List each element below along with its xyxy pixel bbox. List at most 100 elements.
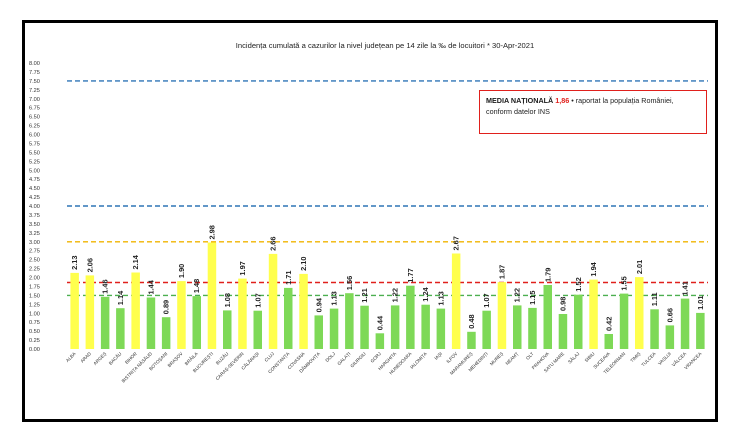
y-tick-label: 5.75 (29, 141, 40, 147)
value-label-11: 1.97 (238, 261, 247, 275)
y-tick-label: 0.75 (29, 320, 40, 326)
value-label-28: 1.87 (498, 265, 507, 279)
x-tick-label-28: MUREȘ (489, 351, 504, 366)
bar-3 (116, 308, 125, 349)
y-tick-label: 5.00 (29, 168, 40, 174)
value-label-16: 0.94 (314, 297, 323, 312)
y-tick-label: 1.25 (29, 302, 40, 308)
value-label-3: 1.14 (116, 290, 125, 305)
x-tick-label-24: IAȘI (433, 351, 443, 361)
bar-15 (299, 273, 308, 349)
bar-32 (558, 314, 568, 349)
value-label-1: 2.06 (85, 258, 94, 272)
bar-33 (574, 294, 583, 349)
bar-19 (360, 305, 369, 349)
x-tick-label-23: IALOMIȚA (409, 351, 428, 370)
x-tick-label-29: NEAMȚ (505, 351, 520, 366)
bar-0 (70, 272, 79, 349)
value-label-38: 1.11 (650, 292, 659, 306)
bar-38 (650, 309, 659, 349)
bar-26 (467, 331, 476, 349)
y-tick-label: 1.00 (29, 311, 40, 317)
y-tick-label: 4.75 (29, 177, 40, 183)
value-label-33: 1.52 (574, 277, 583, 291)
y-tick-label: 1.50 (29, 293, 40, 299)
value-label-15: 2.10 (299, 257, 308, 271)
y-tick-label: 0.50 (29, 329, 40, 335)
y-tick-label: 7.75 (29, 70, 40, 76)
value-label-14: 1.71 (284, 271, 293, 285)
y-tick-label: 8.00 (29, 61, 40, 67)
bar-21 (390, 305, 400, 349)
x-tick-label-4: BIHOR (124, 351, 138, 365)
y-tick-label: 7.50 (29, 79, 40, 85)
bar-35 (604, 334, 613, 349)
value-label-29: 1.22 (513, 288, 522, 302)
y-tick-label: 3.50 (29, 222, 40, 228)
x-tick-label-3: BACĂU (107, 350, 122, 365)
bar-24 (436, 308, 446, 349)
x-tick-label-38: TULCEA (640, 351, 657, 368)
bar-41 (696, 312, 705, 349)
bar-22 (406, 285, 415, 349)
x-tick-label-17: DOLJ (324, 351, 336, 363)
y-tick-label: 1.75 (29, 284, 40, 290)
x-tick-label-10: BUZĂU (214, 350, 229, 365)
value-label-10: 1.08 (223, 293, 232, 307)
bar-25 (451, 253, 461, 349)
bar-39 (665, 325, 675, 349)
y-tick-label: 4.50 (29, 186, 40, 192)
value-label-32: 0.98 (559, 297, 568, 311)
chart-title: Incidența cumulată a cazurilor la nivel … (236, 41, 534, 50)
y-tick-label: 3.75 (29, 213, 40, 219)
x-tick-label-37: TIMIȘ (629, 351, 641, 363)
x-tick-label-19: GIURGIU (349, 351, 366, 368)
y-tick-label: 6.00 (29, 133, 40, 139)
value-label-34: 1.94 (589, 261, 598, 276)
value-label-39: 0.66 (665, 308, 674, 322)
y-tick-label: 2.75 (29, 249, 40, 255)
bar-36 (619, 293, 629, 349)
legend-highlight: MEDIA NAȚIONALĂ (486, 96, 554, 105)
bar-31 (543, 285, 552, 349)
bar-9 (207, 242, 217, 349)
x-tick-label-2: ARGEȘ (92, 351, 107, 366)
y-tick-label: 3.25 (29, 231, 40, 237)
value-label-27: 1.07 (482, 293, 491, 307)
bar-14 (284, 287, 293, 349)
bar-12 (253, 310, 262, 349)
value-label-0: 2.13 (70, 256, 79, 270)
bar-23 (421, 304, 430, 349)
chart-frame: Incidența cumulată a cazurilor la nivel … (22, 20, 718, 422)
bar-5 (146, 297, 156, 349)
value-label-4: 2.14 (131, 254, 140, 269)
bar-13 (268, 253, 278, 349)
y-tick-label: 5.25 (29, 159, 40, 165)
bar-20 (375, 333, 385, 349)
value-label-41: 1.01 (696, 296, 705, 310)
value-label-13: 2.66 (269, 237, 278, 251)
bars (70, 242, 705, 349)
y-tick-label: 7.00 (29, 97, 40, 103)
y-tick-label: 4.00 (29, 204, 40, 210)
y-tick-label: 6.75 (29, 106, 40, 112)
bar-40 (680, 298, 690, 349)
y-tick-label: 7.25 (29, 88, 40, 94)
value-label-5: 1.44 (146, 279, 155, 294)
value-label-40: 1.41 (681, 281, 690, 295)
national-average-legend: MEDIA NAȚIONALĂ 1,86 • raportat la popul… (479, 90, 707, 134)
value-label-8: 1.48 (192, 279, 201, 293)
y-tick-label: 4.25 (29, 195, 40, 201)
value-label-25: 2.67 (452, 236, 461, 250)
y-tick-label: 3.00 (29, 240, 40, 246)
bar-29 (513, 305, 522, 349)
y-tick-label: 6.25 (29, 124, 40, 130)
value-label-22: 1.77 (406, 268, 415, 282)
y-tick-label: 6.50 (29, 115, 40, 121)
x-tick-label-13: CLUJ (264, 351, 276, 363)
bar-1 (85, 275, 95, 349)
legend-text-line2: conform datelor INS (486, 107, 550, 116)
bar-6 (161, 317, 171, 349)
x-tick-label-0: ALBA (65, 351, 78, 364)
